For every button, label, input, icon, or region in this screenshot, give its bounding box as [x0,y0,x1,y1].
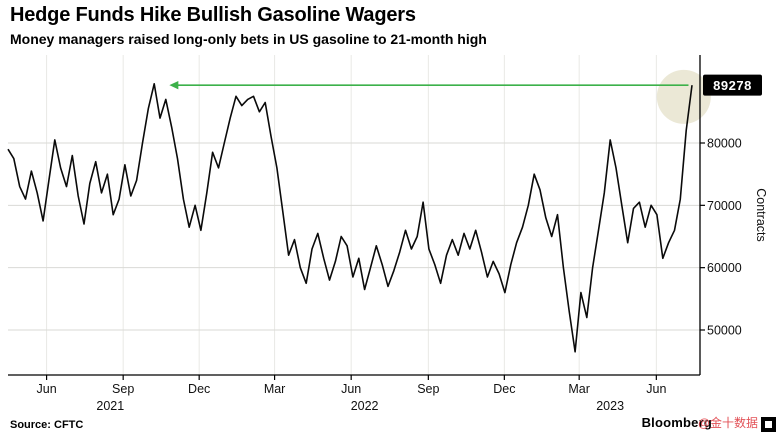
y-tick-label: 60000 [707,261,742,275]
watermark-logo-square [761,417,776,432]
x-tick-label: Mar [568,382,590,396]
x-tick-label: Mar [264,382,286,396]
x-tick-label: Jun [646,382,666,396]
chart-title: Hedge Funds Hike Bullish Gasoline Wagers [10,4,416,26]
trend-arrow-head [169,80,179,90]
value-badge-label: 89278 [713,78,752,93]
x-tick-label: Sep [112,382,134,396]
year-label: 2022 [351,399,379,413]
year-label: 2021 [96,399,124,413]
y-tick-label: 70000 [707,199,742,213]
series-line [7,83,693,353]
bloomberg-logo: Bloomberg [641,415,712,430]
year-label: 2023 [596,399,624,413]
chart-subtitle: Money managers raised long-only bets in … [10,31,487,47]
y-tick-label: 50000 [707,324,742,338]
x-tick-label: Dec [493,382,515,396]
x-tick-label: Jun [37,382,57,396]
highlight-circle [656,69,711,124]
y-tick-label: 80000 [707,137,742,151]
value-badge [703,74,762,96]
x-tick-label: Dec [188,382,210,396]
source-label: Source: CFTC [10,419,84,431]
y-axis-title: Contracts [754,188,768,242]
x-tick-label: Jun [341,382,361,396]
x-tick-label: Sep [417,382,439,396]
watermark-text: @金十数据 [697,416,758,430]
